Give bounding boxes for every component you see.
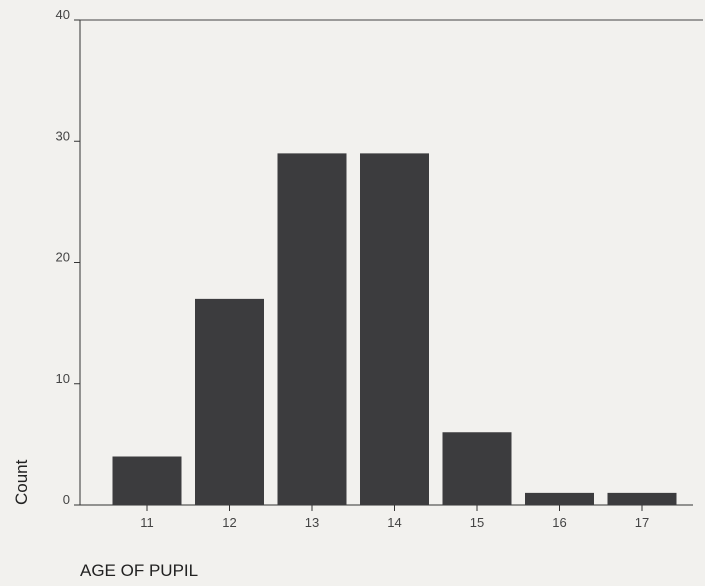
x-axis-ticks: 11 12 13 14 15 16 17 — [140, 505, 649, 530]
x-tick-label: 13 — [305, 515, 319, 530]
bar-12 — [195, 298, 264, 505]
x-tick-label: 12 — [222, 515, 236, 530]
y-axis-ticks: 0 10 20 30 40 — [56, 7, 80, 507]
x-tick-label: 17 — [635, 515, 649, 530]
y-tick-label: 40 — [56, 7, 70, 22]
x-tick-label: 11 — [140, 515, 154, 530]
y-tick-label: 0 — [63, 492, 70, 507]
y-tick-label: 10 — [56, 371, 70, 386]
bar-11 — [112, 456, 182, 505]
bars — [112, 153, 677, 505]
x-tick-label: 15 — [470, 515, 484, 530]
x-tick-label: 16 — [552, 515, 566, 530]
y-tick-label: 20 — [56, 250, 70, 265]
bar-15 — [442, 432, 512, 505]
y-axis-title: Count — [12, 459, 31, 505]
y-tick-label: 30 — [56, 128, 70, 143]
bar-13 — [277, 153, 347, 505]
bar-16 — [525, 492, 594, 505]
x-axis-title: AGE OF PUPIL — [80, 561, 198, 580]
bar-17 — [607, 492, 677, 505]
x-tick-label: 14 — [387, 515, 401, 530]
bar-14 — [360, 153, 429, 505]
